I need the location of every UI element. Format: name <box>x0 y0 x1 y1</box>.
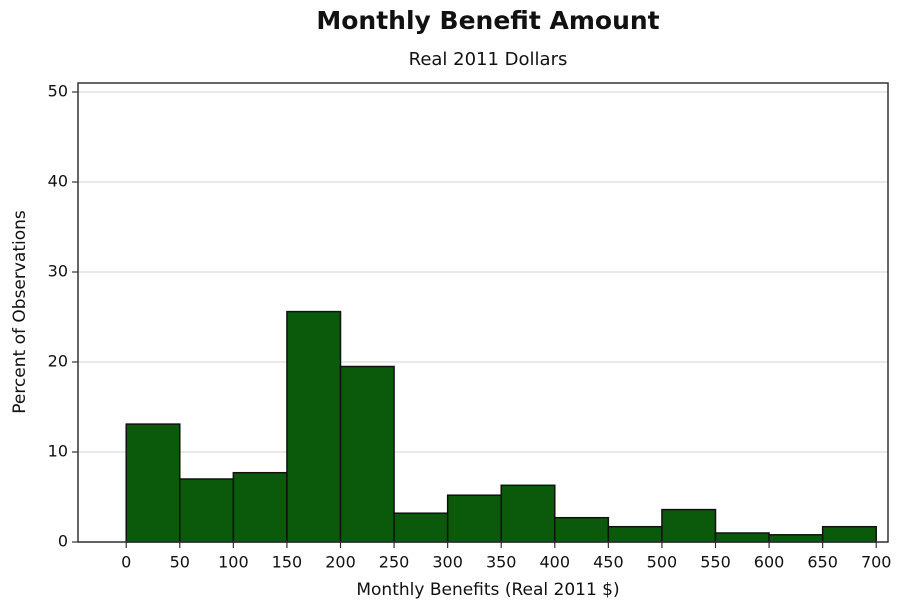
y-tick-label: 10 <box>48 442 68 461</box>
bar <box>661 508 717 543</box>
bar <box>393 512 449 543</box>
chart-title: Monthly Benefit Amount <box>316 6 659 35</box>
y-tick-label: 0 <box>58 532 68 551</box>
bar <box>125 423 181 543</box>
bar <box>500 484 556 543</box>
x-tick-label: 350 <box>486 553 517 572</box>
x-tick-label: 300 <box>432 553 463 572</box>
y-axis-label: Percent of Observations <box>10 210 30 414</box>
bar <box>607 525 663 543</box>
bar <box>821 525 877 543</box>
bar <box>554 516 610 543</box>
x-tick-label: 200 <box>325 553 356 572</box>
x-tick-label: 700 <box>861 553 892 572</box>
x-tick-label: 600 <box>754 553 785 572</box>
x-tick-label: 100 <box>218 553 249 572</box>
x-tick-label: 550 <box>700 553 731 572</box>
x-tick-label: 400 <box>540 553 571 572</box>
x-tick-label: 50 <box>170 553 190 572</box>
y-tick-label: 50 <box>48 82 68 101</box>
x-tick-label: 150 <box>272 553 303 572</box>
bar <box>179 478 235 543</box>
bar <box>714 532 770 543</box>
x-tick-label: 0 <box>121 553 131 572</box>
chart-subtitle: Real 2011 Dollars <box>409 49 568 70</box>
y-tick-label: 30 <box>48 262 68 281</box>
y-tick-label: 40 <box>48 172 68 191</box>
bar <box>768 534 824 543</box>
bar <box>286 310 342 543</box>
x-tick-label: 450 <box>593 553 624 572</box>
x-axis-label: Monthly Benefits (Real 2011 $) <box>356 580 619 600</box>
bar <box>446 494 502 543</box>
y-tick-label: 20 <box>48 352 68 371</box>
bar <box>232 471 288 543</box>
plot-frame <box>77 82 889 543</box>
x-tick-label: 250 <box>379 553 410 572</box>
x-tick-label: 650 <box>807 553 838 572</box>
x-tick-label: 500 <box>647 553 678 572</box>
bar <box>339 365 395 543</box>
